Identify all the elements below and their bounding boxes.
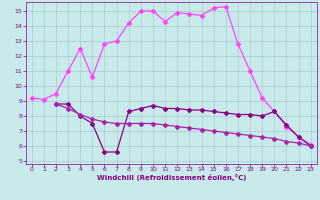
X-axis label: Windchill (Refroidissement éolien,°C): Windchill (Refroidissement éolien,°C)	[97, 174, 246, 181]
